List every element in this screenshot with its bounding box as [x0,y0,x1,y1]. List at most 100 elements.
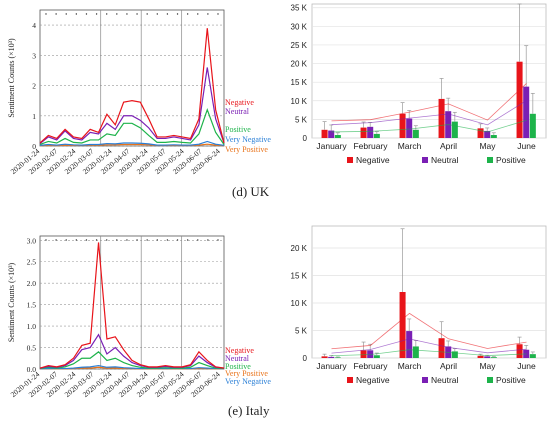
uk-bar-xtick: June [517,141,536,151]
uk-bar-legend-negative: Negative [356,155,390,165]
italy-bar-ytick: 0 [303,354,308,363]
uk-line-top-dot [136,13,138,15]
italy-line-legend-positive: Positive [225,362,251,371]
uk-bar-bar-neutral [367,126,374,138]
uk-line-top-dot [95,13,98,15]
uk-bar-bar-negative [438,98,445,138]
uk-bar-ytick: 10 K [291,97,308,106]
italy-bar-bar-negative [399,292,406,358]
italy-bar-xtick: January [316,361,347,371]
uk-line-top-dot [166,13,169,15]
uk-bar-bar-negative [477,128,484,138]
uk-line-ytick: 3 [32,51,36,60]
uk-bar-xtick: January [316,141,347,151]
italy-bar-frame [311,225,547,359]
italy-line-ytick: 0.5 [27,344,37,353]
uk-line-legend-very_negative: Very Negative [225,135,271,144]
uk-line-top-dot [126,13,128,15]
italy-line-legend-very_positive: Very Positive [225,369,268,378]
uk-line-ytick: 4 [32,21,36,30]
uk-bar-bar-positive [412,129,419,138]
uk-bar-bar-negative [399,113,406,138]
italy-bar-legend-positive: Positive [496,375,526,385]
italy-line-top-dot [55,239,57,241]
uk-bar-bar-negative [360,127,367,138]
italy-bar-bar-positive [490,357,497,358]
italy-line-ytick: 1.0 [27,322,37,331]
italy-bar-ytick: 5 K [295,327,308,336]
uk-line-top-dot [106,13,108,15]
uk-bar-bar-negative [516,61,523,138]
uk-bar-bar-positive [334,135,341,138]
italy-line-top-dot [176,239,179,241]
uk-bar-bar-neutral [328,130,335,138]
italy-bar-bar-negative [360,350,367,358]
italy-bar-bar-positive [451,351,458,358]
italy-bar-bar-positive [412,346,419,358]
uk-bar-frame [311,3,547,139]
italy-bar-ytick: 15 K [291,272,308,281]
uk-bar-legend-swatch-positive [487,157,493,163]
italy-line-legend-very_negative: Very Negative [225,377,271,386]
uk-line-top-dot [207,13,209,15]
italy-bar-bar-negative [321,356,328,358]
italy-line-top-dot [116,239,118,241]
italy-bar-bar-negative [516,344,523,358]
uk-line-legend-positive: Positive [225,125,251,134]
italy-line-top-dot [106,239,108,241]
italy-line-top-dot [166,239,169,241]
italy-bar-ytick: 10 K [291,299,308,308]
uk-line-top-dot [146,13,148,15]
italy-bar-bar-negative [477,355,484,358]
italy-bar-bar-positive [529,354,536,358]
uk-bar-legend-neutral: Neutral [431,155,459,165]
uk-bar-trend-neutral [331,100,527,126]
italy-line-top-dot [136,239,138,241]
italy-line-series-very_negative [39,364,225,370]
uk-bar-bar-positive [490,135,497,138]
italy-bar-trend-negative [331,312,527,350]
italy-line-top-dot [126,239,128,241]
italy-line-top-dot [75,239,78,241]
italy-line-ytick: 2.5 [27,258,37,267]
italy-line-series-neutral [39,333,225,369]
uk-bar-bar-neutral [406,118,413,138]
uk-line-top-dot [116,13,118,15]
uk-line-top-dot [55,13,57,15]
italy-line-ytick: 2.0 [27,279,37,288]
uk-line-legend-neutral: Neutral [225,107,250,116]
italy-line-legend-negative: Negative [225,346,254,355]
uk-bar-bar-negative [321,129,328,138]
uk-line-ytick: 0 [32,142,36,151]
uk-line-series-very_negative [39,140,225,146]
italy-line-top-dot [217,239,219,241]
uk-bar-xtick: March [398,141,422,151]
uk-line-top-dot [156,13,158,15]
uk-line-top-dot [45,13,47,15]
italy-line-frame [39,235,225,370]
italy-line-series-positive [39,351,225,370]
uk-line-top-dot [186,13,189,15]
uk-line-legend-negative: Negative [225,98,254,107]
italy-line-top-dot [197,239,199,241]
uk-bar-ytick: 5 K [295,115,308,124]
uk-bar-xtick: February [353,141,388,151]
italy-bar-bar-neutral [484,356,491,358]
uk-bar-trend-positive [331,119,527,133]
italy-line-ylabel: Sentiment Counts (×10³) [7,262,16,342]
uk-bar-ytick: 35 K [291,4,308,13]
italy-bar-xtick: May [479,361,496,371]
uk-bar-legend-swatch-neutral [422,157,428,163]
italy-bar-bar-neutral [406,331,413,358]
italy-bar-bar-positive [373,355,380,358]
italy-line-series-negative [39,242,225,369]
uk-bar-bar-positive [373,133,380,138]
uk-bar-xtick: May [479,141,496,151]
italy-line-top-dot [146,239,148,241]
italy-bar-xtick: April [440,361,457,371]
italy-line-top-dot [207,239,209,241]
italy-line-top-dot [186,239,189,241]
italy-bar-legend-swatch-negative [347,377,353,383]
italy-bar-bar-neutral [328,356,335,358]
italy-line-top-dot [85,239,88,241]
